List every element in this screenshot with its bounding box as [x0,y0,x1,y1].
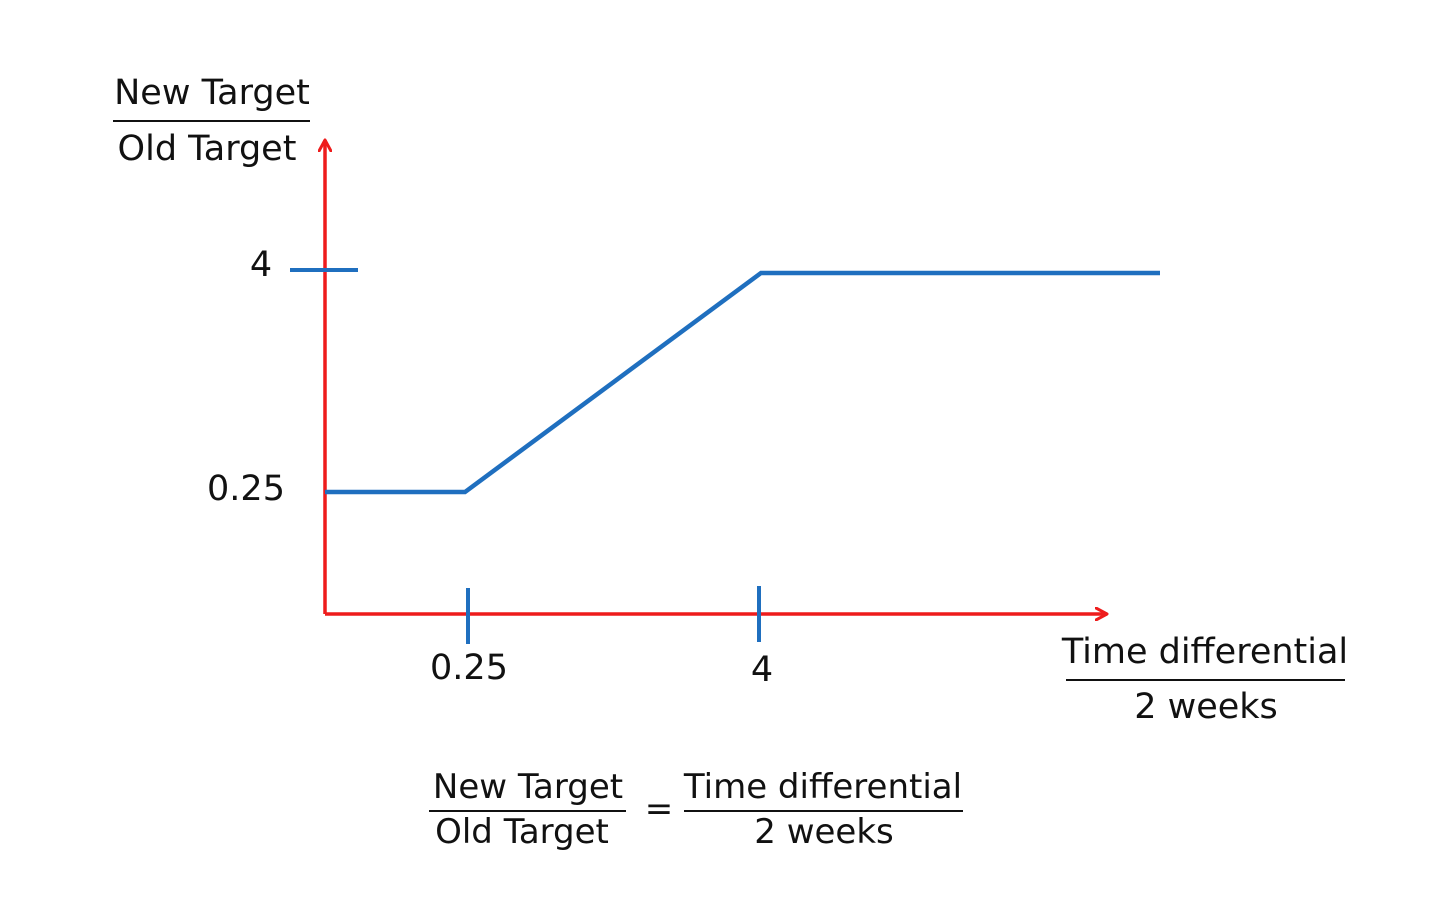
y-tick-label-0-25: 0.25 [207,469,285,509]
equation-rhs-denominator: 2 weeks [754,812,894,852]
series-layer [325,270,1160,495]
y-axis-label: New Target Old Target [113,73,310,169]
equation-lhs-numerator: New Target [433,767,623,807]
x-tick-label-0-25: 0.25 [430,648,508,688]
x-axis-label-numerator: Time differential [1061,632,1348,672]
x-tick-label-4: 4 [751,650,773,690]
y-axis-label-numerator: New Target [114,73,310,113]
equation: New Target Old Target = Time differentia… [429,767,963,852]
y-tick-label-4: 4 [250,245,272,285]
equation-operator: = [645,789,674,829]
x-axis-label-denominator: 2 weeks [1134,687,1278,727]
series-line-0 [325,270,1160,495]
x-axis-label: Time differential 2 weeks [1061,632,1348,727]
equation-rhs-numerator: Time differential [683,767,962,807]
equation-lhs-denominator: Old Target [435,812,609,852]
y-axis-label-denominator: Old Target [118,129,297,169]
